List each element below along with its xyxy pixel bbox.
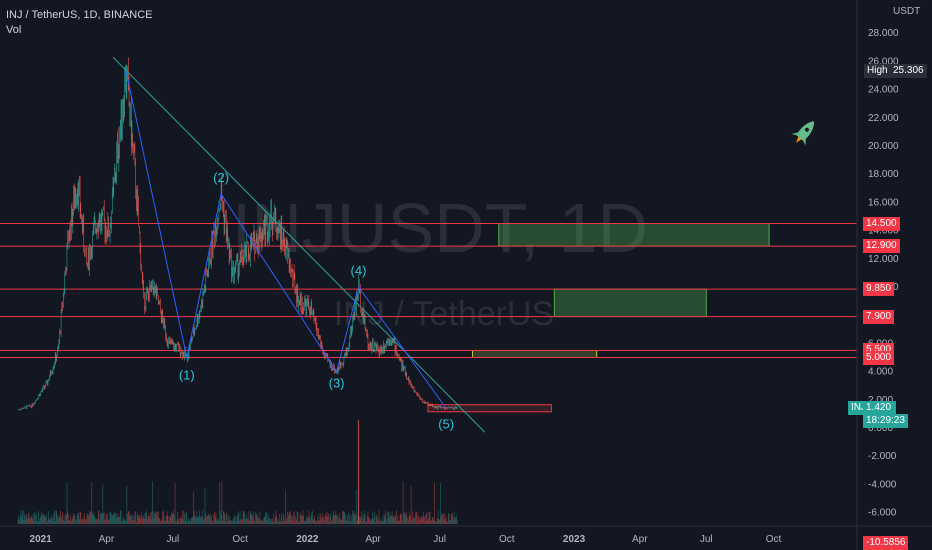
target-zone <box>427 404 552 413</box>
time-axis[interactable]: 2021 Apr Jul Oct 2022 Apr Jul Oct 2023 Apr Jul Oct <box>30 534 782 545</box>
levels-layer <box>0 223 857 358</box>
price-tick-label: -4.000 <box>868 479 897 490</box>
watermark-description: INJ / TetherUS <box>334 295 554 333</box>
price-tick-label: 24.000 <box>868 85 899 96</box>
time-tick-label: Jul <box>700 534 713 545</box>
watermark-symbol: INJUSDT, 1D <box>232 189 648 267</box>
volume-label: Vol <box>6 24 22 36</box>
price-tick-label: 2.000 <box>868 395 893 406</box>
time-tick-label: Oct <box>766 534 782 545</box>
trendline <box>112 56 486 433</box>
target-zone <box>553 288 707 318</box>
elliott-wave <box>125 71 447 409</box>
time-tick-label: Apr <box>632 534 648 545</box>
price-tick-label: 20.000 <box>868 141 899 152</box>
time-tick-label: Apr <box>365 534 381 545</box>
price-tick-label: -2.000 <box>868 451 897 462</box>
chart-title: INJ / TetherUS, 1D, BINANCE <box>6 9 153 21</box>
target-zone <box>498 223 770 247</box>
target-zone <box>471 349 598 359</box>
time-tick-label: Oct <box>232 534 248 545</box>
volume-layer <box>17 420 458 524</box>
rocket-icon <box>791 121 815 146</box>
level-price-tag: 14.500 <box>863 216 900 231</box>
wave-label: (5) <box>438 416 454 431</box>
price-tick-label: 28.000 <box>868 28 899 39</box>
volume-value-tag: -10.5856 <box>863 536 909 550</box>
level-price-tag: 5.000 <box>863 350 895 365</box>
zones-layer <box>427 223 770 413</box>
time-tick-label: Jul <box>167 534 180 545</box>
price-tick-label: 16.000 <box>868 197 899 208</box>
wave-label: (4) <box>351 263 367 278</box>
current-price-tag: 1.420 <box>863 400 895 415</box>
price-tick-label: -6.000 <box>868 508 897 519</box>
high-value-tag: 25.306 <box>890 64 927 79</box>
wave-label: (1) <box>179 368 195 383</box>
time-tick-label: Jul <box>433 534 446 545</box>
price-tick-label: 14.000 <box>868 226 899 237</box>
time-tick-label: 2022 <box>296 534 319 545</box>
level-price-tag: 9.850 <box>863 282 895 297</box>
price-tick-label: 4.000 <box>868 367 893 378</box>
price-tick-label: 12.000 <box>868 254 899 265</box>
wave-layer[interactable]: (1) (2) (3) (4) (5) <box>125 71 454 431</box>
time-tick-label: Apr <box>99 534 115 545</box>
trendline-layer[interactable] <box>112 56 486 433</box>
time-tick-label: Oct <box>499 534 515 545</box>
level-price-tag: 12.900 <box>863 239 900 254</box>
high-label: High <box>864 64 891 79</box>
price-tick-label: 18.000 <box>868 169 899 180</box>
level-price-tag: 7.900 <box>863 309 895 324</box>
currency-label: USDT <box>893 6 920 17</box>
time-tick-label: 2023 <box>563 534 586 545</box>
time-tick-label: 2021 <box>30 534 53 545</box>
wave-label: (3) <box>329 376 345 391</box>
price-tick-label: 22.000 <box>868 113 899 124</box>
price-tick-label: 26.000 <box>868 56 899 67</box>
countdown-tag: 18:29:23 <box>863 413 908 428</box>
wave-label: (2) <box>213 170 229 185</box>
price-tick-label: 0.000 <box>868 423 893 434</box>
candles-layer <box>17 57 458 411</box>
